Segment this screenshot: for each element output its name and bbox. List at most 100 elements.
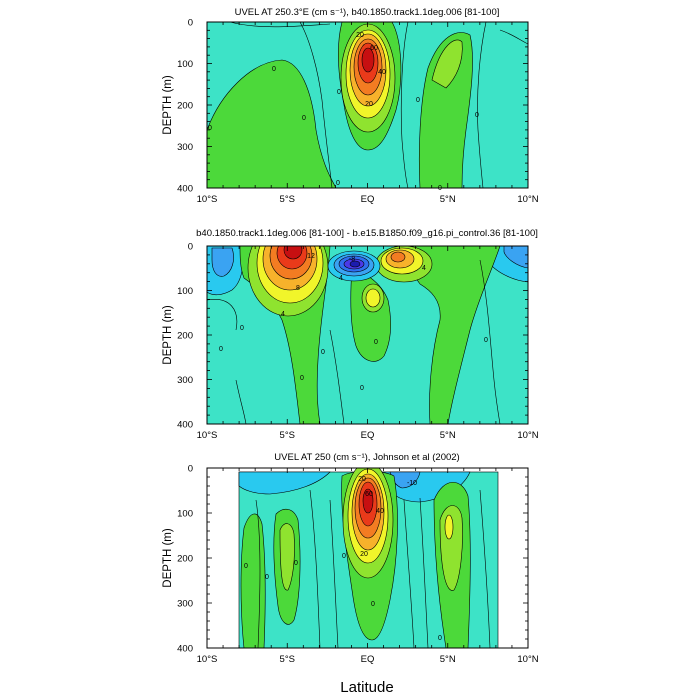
y-tick-label: 200 [177, 554, 193, 565]
y-tick-label: 0 [188, 464, 193, 475]
panel-1-contour-fill [207, 22, 528, 188]
contour-label: 20 [358, 476, 366, 483]
x-tick-label: 10°S [197, 194, 218, 205]
x-tick-label: 5°N [440, 194, 456, 205]
x-tick-label: 5°N [440, 430, 456, 441]
panel-3-band-west [240, 513, 266, 648]
x-tick-label: 5°S [280, 654, 295, 665]
panel-1-band-south [207, 59, 337, 188]
contour-label: 0 [371, 601, 375, 608]
contour-label: 4 [422, 265, 426, 272]
y-tick-label: 300 [177, 375, 193, 386]
contour-label: 4 [339, 275, 343, 282]
y-tick-label: 0 [188, 242, 193, 253]
contour-label: 0 [265, 574, 269, 581]
panel-1-contour-lines [229, 22, 528, 188]
contour-label: 40 [376, 508, 384, 515]
y-tick-label: 0 [188, 18, 193, 29]
contour-label: 0 [219, 346, 223, 353]
contour-label: 12 [307, 253, 315, 260]
contour-label: 0 [438, 635, 442, 642]
contour-label: 0 [337, 89, 341, 96]
panel-3-jet-80 [362, 488, 374, 514]
contour-label: 0 [294, 560, 298, 567]
x-tick-label: 10°S [197, 654, 218, 665]
x-tick-label: EQ [361, 194, 375, 205]
contour-label: 0 [240, 325, 244, 332]
y-tick-label: 300 [177, 599, 193, 610]
contour-label: 0 [336, 180, 340, 187]
y-tick-label: 200 [177, 101, 193, 112]
contour-label: 0 [438, 185, 442, 192]
panel-3-band-north-peak [444, 514, 454, 540]
panel-2-contour-labels: 12 8 4 -8 4 4 0 0 0 0 0 0 0 [219, 253, 488, 392]
y-tick-label: 200 [177, 331, 193, 342]
panel-3-band-south-core [279, 523, 295, 591]
x-tick-label: 10°N [517, 430, 538, 441]
contour-label: 0 [374, 339, 378, 346]
contour-label: 0 [416, 97, 420, 104]
x-tick-label: EQ [361, 654, 375, 665]
y-tick-label: 300 [177, 142, 193, 153]
contour-label: 0 [360, 385, 364, 392]
y-tick-label: 100 [177, 59, 193, 70]
contour-label: -8 [349, 256, 355, 263]
panel-2-mid-8 [365, 288, 381, 308]
panel-1-band-north-core [431, 39, 463, 89]
contour-label: 0 [342, 553, 346, 560]
panel-2-cool-west-core [211, 247, 234, 277]
panel-2-south-24 [283, 246, 303, 260]
x-tick-label: 10°N [517, 194, 538, 205]
x-tick-label: 5°N [440, 654, 456, 665]
panel-3-contour-labels: 20 60 40 20 -10 0 0 0 0 0 0 [244, 476, 442, 642]
panel-3-title: UVEL AT 250 (cm s⁻¹), Johnson et al (200… [274, 452, 459, 463]
contour-label: 0 [300, 375, 304, 382]
contour-label: 0 [208, 125, 212, 132]
contour-label: 0 [302, 115, 306, 122]
panel-2-green-east [409, 246, 501, 424]
contour-label: 4 [281, 311, 285, 318]
contour-label: 0 [244, 563, 248, 570]
contour-label: 8 [296, 285, 300, 292]
x-axis-label: Latitude [340, 679, 393, 696]
panel-2-neg-20 [349, 260, 361, 268]
y-tick-label: 400 [177, 420, 193, 431]
y-tick-label: 100 [177, 509, 193, 520]
contour-label: 20 [360, 551, 368, 558]
contour-label: 0 [272, 66, 276, 73]
contour-label: 40 [378, 69, 386, 76]
x-tick-label: 5°S [280, 194, 295, 205]
panel-3: UVEL AT 250 (cm s⁻¹), Johnson et al (200… [162, 452, 539, 665]
contour-label: 20 [365, 101, 373, 108]
contour-label: 60 [365, 491, 373, 498]
y-tick-label: 400 [177, 644, 193, 655]
x-tick-label: EQ [361, 430, 375, 441]
contour-label: 20 [356, 32, 364, 39]
contour-label: 0 [475, 112, 479, 119]
panel-1-title: UVEL AT 250.3°E (cm s⁻¹), b40.1850.track… [235, 7, 500, 18]
panel-1-contour-labels: 20 60 40 20 0 0 0 0 0 0 0 0 [208, 32, 479, 192]
panel-3-contour-fill [207, 468, 528, 648]
contour-label: 0 [484, 337, 488, 344]
x-tick-label: 10°S [197, 430, 218, 441]
contour-label: -10 [407, 480, 417, 487]
panel-1-band-north [418, 32, 473, 188]
panel-2-ylabel: DEPTH (m) [162, 305, 174, 365]
panel-2-contour-lines [207, 259, 501, 424]
x-tick-label: 10°N [517, 654, 538, 665]
x-tick-label: 5°S [280, 430, 295, 441]
panel-3-contour-lines [255, 489, 491, 648]
contour-label: 60 [370, 45, 378, 52]
y-tick-label: 100 [177, 286, 193, 297]
contour-label: 0 [321, 349, 325, 356]
panel-3-surface-west [238, 471, 331, 495]
panel-2-title: b40.1850.track1.1deg.006 [81-100] - b.e1… [196, 228, 538, 239]
y-tick-label: 400 [177, 184, 193, 195]
panel-2-north-16 [390, 251, 406, 263]
panel-2: b40.1850.track1.1deg.006 [81-100] - b.e1… [162, 228, 539, 442]
panel-1: UVEL AT 250.3°E (cm s⁻¹), b40.1850.track… [162, 7, 539, 205]
